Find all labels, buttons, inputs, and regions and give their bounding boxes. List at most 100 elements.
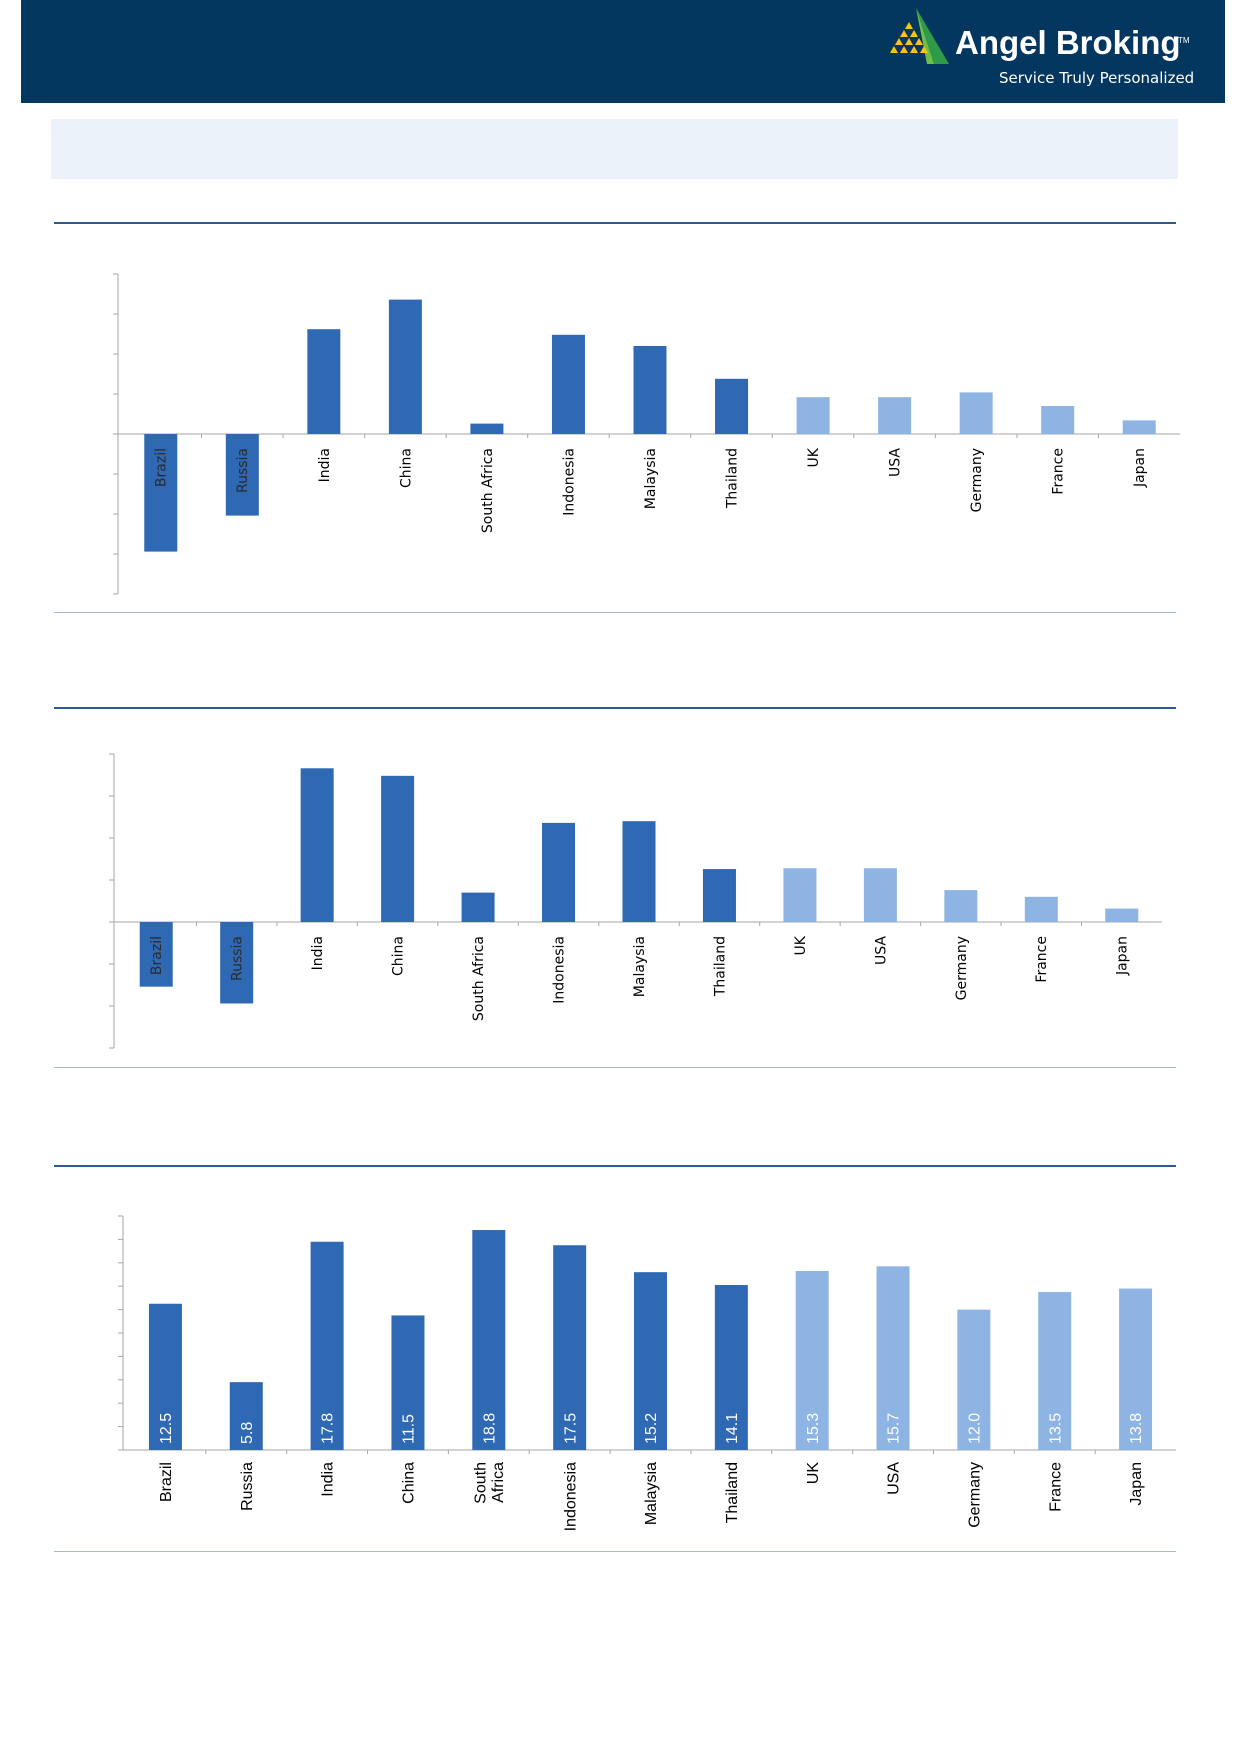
bar-south-africa [470,423,504,434]
category-label: UK [793,935,809,955]
category-label: France [1047,1462,1064,1512]
category-label: Indonesia [551,936,567,1004]
category-label: India [317,448,333,482]
bar-malaysia [634,1272,667,1450]
header-banner: Angel Broking TM Service Truly Personali… [21,0,1225,103]
category-label: France [1034,936,1050,983]
bar-usa [878,397,912,434]
bar-thailand [714,1285,748,1450]
section-rule [54,1067,1176,1068]
category-label: Brazil [149,936,165,975]
section-rule [54,222,1176,224]
category-label: Thailand [724,448,740,509]
bar-usa [876,1266,910,1450]
bar-france [1024,896,1058,922]
bar-china [388,299,422,434]
category-label: South Africa [471,936,487,1021]
bar-brazil [148,1303,182,1450]
bar-uk [783,868,817,922]
category-label: Russia [239,1462,256,1511]
bar-thailand [715,378,749,434]
category-label: UK [805,1462,822,1485]
category-label: China [401,1462,418,1504]
bar-india [300,768,334,922]
country-bar-chart-3: Brazil 12.5 Russia 5.8 India 17.8 China 11.5 Sou… [118,1215,1176,1531]
data-label: 13.5 [1047,1413,1064,1444]
bar-russia [225,434,259,516]
bar-india [307,329,341,434]
section-rule [54,1551,1176,1552]
category-label: Brazil [158,1462,175,1502]
category-label: Indonesia [561,448,577,516]
bar-malaysia [622,821,656,922]
bar-indonesia [551,334,585,434]
country-bar-chart-2: Brazil Russia India China South Africa Indone… [109,753,1162,1049]
data-label: 15.7 [886,1413,903,1444]
bar-india [310,1241,344,1450]
category-label: Japan [1132,448,1148,488]
data-label: 13.8 [1128,1413,1145,1444]
category-label: USA [873,936,889,965]
bar-uk [795,1270,829,1450]
category-label: Thailand [724,1462,741,1523]
category-label: USA [888,448,904,477]
data-label: 17.8 [320,1413,337,1444]
data-label: 15.3 [805,1413,822,1444]
category-label: India [320,1462,337,1497]
bar-japan [1119,1288,1153,1450]
category-label: Malaysia [632,936,648,997]
category-label: Germany [966,1462,983,1528]
bar-russia [220,922,254,1004]
data-label: 12.0 [966,1413,983,1444]
brand-name: Angel Broking [955,24,1181,61]
title-band [51,119,1178,179]
category-label: Russia [230,936,246,981]
bar-china [381,775,415,922]
bar-uk [796,397,830,434]
category-label: Thailand [712,936,728,997]
bar-russia [229,1382,263,1450]
category-label: Brazil [154,448,170,487]
bar-brazil [144,434,178,552]
bar-france [1038,1292,1072,1450]
bar-brazil [139,922,173,987]
category-label: Russia [235,448,251,493]
bar-thailand [702,869,736,922]
category-label: France [1051,448,1067,495]
category-label: Japan [1115,936,1131,976]
data-label: 14.1 [724,1413,741,1444]
bar-china [391,1315,425,1450]
category-label: Germany [954,936,970,1000]
bar-malaysia [633,346,667,434]
category-label: UK [806,447,822,467]
data-label: 5.8 [239,1422,256,1444]
category-label: Germany [969,448,985,512]
bar-japan [1122,420,1156,434]
category-label: Japan [1128,1462,1145,1506]
section-rule [54,612,1176,613]
bar-usa [863,868,897,922]
bar-japan [1105,908,1139,922]
bar-germany [959,392,993,434]
category-label: China [398,448,414,488]
category-label: SouthAfrica [473,1462,508,1504]
data-label: 12.5 [158,1413,175,1444]
category-label: India [310,936,326,970]
section-rule [54,1165,1176,1167]
data-label: 15.2 [643,1413,660,1444]
section-rule [54,707,1176,709]
category-label: China [391,936,407,976]
bar-indonesia [553,1245,587,1450]
brand-tagline: Service Truly Personalized [999,69,1195,87]
category-label: Malaysia [643,1462,660,1525]
trademark-mark: TM [1178,36,1190,45]
category-label: Malaysia [643,448,659,509]
category-label: South Africa [480,448,496,533]
angel-broking-logo-icon [890,8,949,64]
country-bar-chart-1: Brazil Russia India China South Africa Indone… [113,273,1180,595]
category-label: Indonesia [562,1462,579,1531]
data-label: 17.5 [562,1413,579,1444]
bar-south-africa [472,1230,506,1450]
data-label: 18.8 [481,1413,498,1444]
bar-germany [944,890,978,922]
